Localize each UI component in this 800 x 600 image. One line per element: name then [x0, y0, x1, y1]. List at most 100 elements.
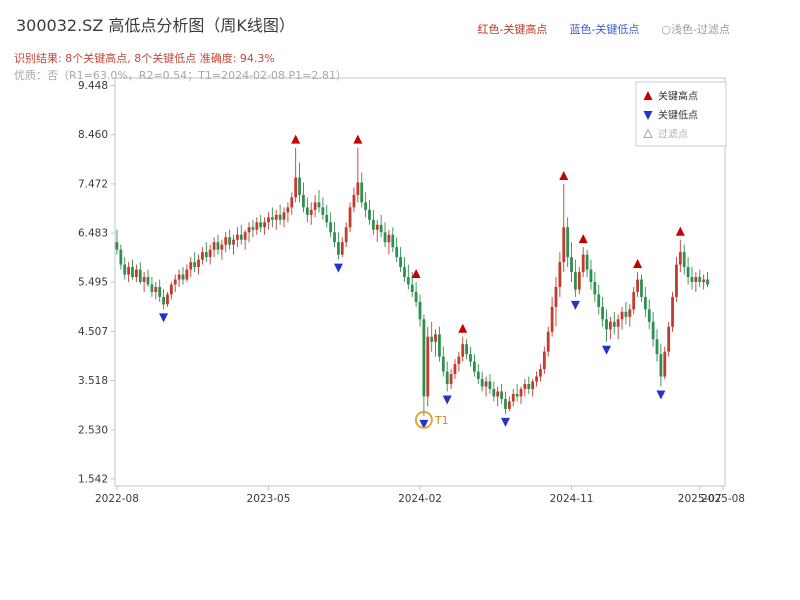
y-tick-label: 1.542	[78, 473, 108, 485]
key-low-marker	[419, 419, 429, 429]
legend-key-high-label: 红色-关键高点	[477, 23, 548, 36]
candle	[333, 232, 336, 243]
candle	[484, 381, 488, 387]
quality-line: 优质：否（R1=63.0%，R2=0.54；T1=2024-02-08 P1=2…	[14, 69, 347, 82]
candle	[418, 301, 422, 320]
candle	[395, 247, 399, 258]
legend-triangle-outline-icon	[643, 128, 653, 138]
key-low-marker	[333, 263, 343, 273]
candle	[496, 391, 500, 397]
key-high-marker	[353, 134, 363, 144]
key-high-marker	[633, 259, 643, 269]
t1-annotation: T1	[414, 410, 449, 429]
plot-legend-label: 关键低点	[658, 109, 698, 122]
candle	[251, 227, 255, 230]
candle	[158, 286, 162, 297]
candle	[546, 331, 550, 352]
candle	[647, 309, 651, 322]
candle	[123, 264, 127, 275]
candle	[169, 284, 173, 295]
candle	[558, 262, 562, 287]
candle	[655, 339, 659, 355]
candle	[201, 252, 204, 260]
candle	[239, 234, 243, 240]
candle	[620, 311, 624, 320]
candle	[185, 269, 189, 280]
candle	[204, 252, 208, 258]
key-low-marker	[442, 395, 452, 405]
candle	[542, 351, 546, 370]
candle	[286, 207, 290, 213]
candle	[360, 182, 364, 203]
candle	[325, 214, 329, 223]
candle	[337, 242, 340, 255]
candle	[247, 227, 251, 233]
candle	[329, 222, 333, 233]
candle	[678, 252, 682, 265]
candle	[422, 319, 426, 397]
candle	[166, 294, 169, 305]
candle	[597, 294, 601, 307]
candle	[511, 393, 515, 402]
candle	[426, 336, 430, 397]
candle	[698, 277, 702, 282]
key-high-marker	[559, 170, 569, 180]
candle	[632, 291, 636, 310]
candle	[356, 182, 360, 195]
candle	[504, 398, 507, 409]
key-high-marker	[291, 134, 301, 144]
color-legend: 红色-关键高点 蓝色-关键低点 ○浅色-过滤点	[477, 21, 730, 37]
candle	[235, 234, 239, 240]
candle	[294, 177, 298, 198]
candle	[290, 197, 294, 208]
candle	[406, 277, 410, 285]
candle	[616, 319, 620, 327]
candle	[488, 381, 492, 389]
candle	[259, 222, 263, 228]
candle	[445, 371, 449, 384]
candle	[539, 369, 542, 377]
candle	[671, 296, 674, 327]
legend-triangle-down-icon	[643, 111, 653, 120]
candle	[469, 354, 472, 362]
candle	[461, 344, 465, 357]
candle	[243, 232, 247, 240]
candle	[453, 364, 457, 375]
candle	[274, 214, 278, 220]
candle	[643, 296, 647, 310]
candle	[663, 351, 667, 377]
candle	[585, 254, 589, 270]
candle	[562, 227, 566, 263]
candle	[270, 217, 274, 220]
x-tick-label: 2022-08	[95, 493, 139, 505]
candle	[321, 207, 325, 215]
key-low-marker	[601, 345, 611, 355]
y-tick-label: 3.518	[78, 375, 108, 387]
plot-legend-label: 过滤点	[658, 128, 688, 141]
candle	[267, 217, 270, 223]
candle	[391, 234, 395, 248]
y-tick-label: 7.472	[78, 178, 108, 190]
candle	[500, 391, 503, 399]
candle	[694, 277, 698, 282]
candle	[702, 279, 706, 282]
candle	[212, 242, 216, 250]
candle	[309, 209, 313, 215]
candle	[371, 219, 375, 230]
candle	[410, 284, 414, 292]
candle	[368, 209, 371, 220]
candle	[344, 227, 348, 243]
candle	[379, 224, 383, 233]
t1-circle	[414, 410, 433, 429]
candle	[317, 202, 321, 208]
y-tick-label: 9.448	[78, 80, 108, 92]
candle	[554, 286, 558, 307]
candle	[601, 306, 605, 320]
candle	[348, 207, 352, 228]
candle	[220, 244, 224, 250]
candle	[441, 356, 445, 372]
candles	[115, 147, 709, 416]
candle	[523, 384, 527, 389]
